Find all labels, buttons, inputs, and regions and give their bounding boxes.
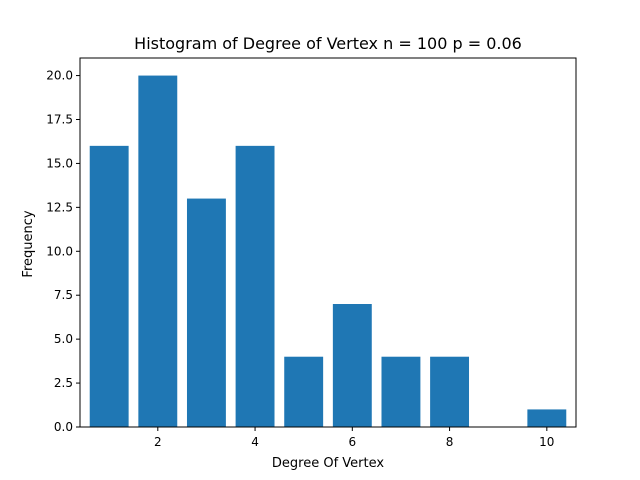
bar-degree-8 (430, 356, 470, 427)
bar-degree-10 (527, 409, 567, 427)
y-tick-label: 2.5 (54, 376, 73, 390)
x-tick-label: 4 (251, 435, 259, 449)
y-tick-label: 7.5 (54, 288, 73, 302)
y-tick-label: 20.0 (46, 69, 73, 83)
y-tick-label: 12.5 (46, 200, 73, 214)
bar-degree-2 (138, 75, 178, 428)
y-tick-label: 10.0 (46, 244, 73, 258)
y-axis-label: Frequency (21, 210, 36, 277)
bar-degree-3 (186, 198, 226, 427)
x-tick-label: 8 (446, 435, 454, 449)
x-tick-label: 6 (348, 435, 356, 449)
y-axis: 0.0 2.5 5.0 7.5 10.0 12.5 15.0 17.5 20.0 (46, 69, 80, 434)
bar-degree-5 (284, 356, 324, 427)
bars-group (89, 75, 567, 428)
x-axis-label: Degree Of Vertex (272, 456, 384, 471)
x-tick-label: 10 (539, 435, 554, 449)
x-axis: 2 4 6 8 10 (154, 427, 554, 449)
y-tick-label: 0.0 (54, 420, 73, 434)
bar-degree-4 (235, 145, 275, 427)
chart-title: Histogram of Degree of Vertex n = 100 p … (134, 34, 522, 53)
x-tick-label: 2 (154, 435, 162, 449)
y-tick-label: 15.0 (46, 156, 73, 170)
bar-degree-1 (89, 145, 129, 427)
bar-degree-6 (332, 304, 372, 427)
plot-frame (79, 57, 577, 428)
bar-degree-7 (381, 356, 421, 427)
y-tick-label: 17.5 (46, 113, 73, 127)
y-tick-label: 5.0 (54, 332, 73, 346)
